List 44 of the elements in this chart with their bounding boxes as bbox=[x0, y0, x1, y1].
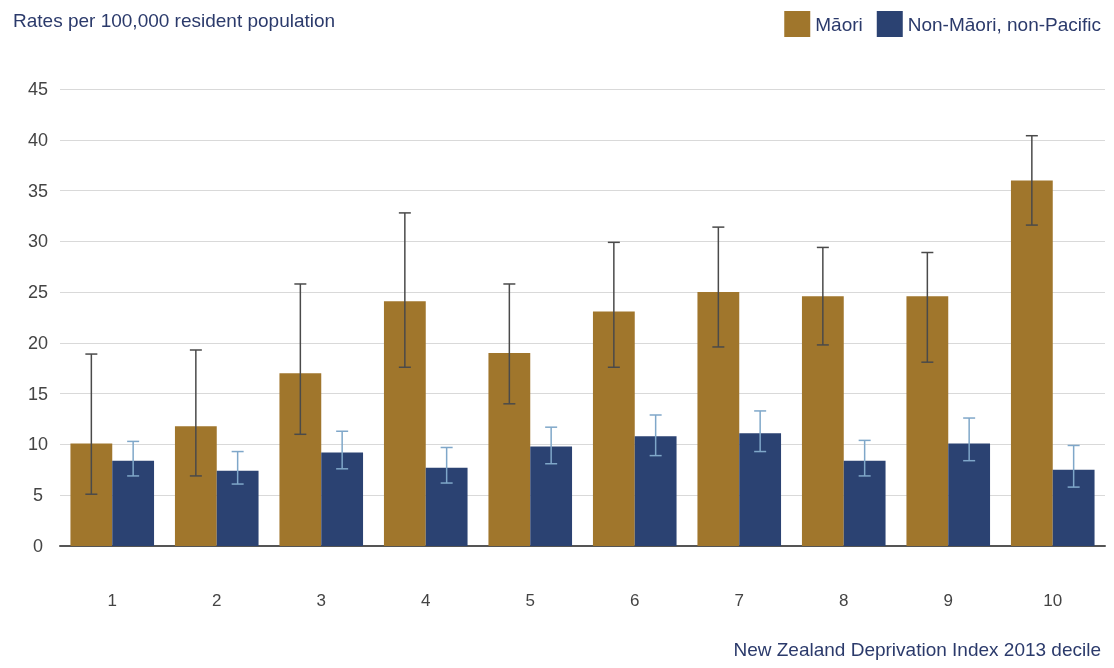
x-tick-label: 8 bbox=[839, 591, 849, 610]
x-tick-label: 1 bbox=[107, 591, 117, 610]
y-tick-label: 15 bbox=[27, 383, 49, 404]
y-tick-label: 20 bbox=[27, 332, 49, 353]
legend-label: Māori bbox=[815, 13, 863, 35]
bar bbox=[70, 443, 113, 546]
bar bbox=[801, 296, 844, 546]
y-tick-label: 5 bbox=[32, 485, 44, 506]
y-tick-label: 30 bbox=[27, 231, 49, 252]
bar bbox=[279, 373, 322, 546]
y-tick-label: 0 bbox=[32, 536, 44, 556]
y-tick-label: 40 bbox=[27, 129, 49, 150]
bar bbox=[634, 436, 677, 546]
bar bbox=[321, 452, 364, 546]
x-tick-label: 9 bbox=[943, 591, 953, 610]
y-tick-label: 45 bbox=[27, 79, 49, 99]
x-tick-label: 10 bbox=[1043, 591, 1063, 610]
legend-label: Non-Māori, non-Pacific bbox=[907, 13, 1102, 35]
bar bbox=[425, 467, 468, 546]
x-tick-label: 5 bbox=[525, 591, 535, 610]
bar bbox=[383, 301, 426, 546]
bar bbox=[948, 443, 991, 546]
x-tick-label: 4 bbox=[421, 591, 431, 610]
y-tick-label: 10 bbox=[27, 434, 49, 455]
bar bbox=[697, 292, 740, 546]
bar bbox=[488, 353, 531, 546]
x-axis-title: New Zealand Deprivation Index 2013 decile bbox=[733, 639, 1101, 660]
y-tick-label: 35 bbox=[27, 180, 49, 201]
bar bbox=[1052, 469, 1095, 546]
bar bbox=[592, 311, 635, 546]
bar bbox=[112, 460, 155, 546]
bar bbox=[1010, 180, 1053, 546]
bar bbox=[739, 433, 782, 546]
x-tick-label: 3 bbox=[316, 591, 326, 610]
y-tick-label: 25 bbox=[27, 282, 49, 303]
bar bbox=[174, 426, 217, 546]
bar bbox=[843, 460, 886, 546]
y-axis-title: Rates per 100,000 resident population bbox=[13, 10, 336, 31]
bar bbox=[530, 446, 573, 546]
x-tick-label: 6 bbox=[630, 591, 640, 610]
bar bbox=[906, 296, 949, 546]
bar bbox=[216, 470, 259, 546]
x-tick-label: 7 bbox=[734, 591, 744, 610]
x-tick-label: 2 bbox=[212, 591, 222, 610]
